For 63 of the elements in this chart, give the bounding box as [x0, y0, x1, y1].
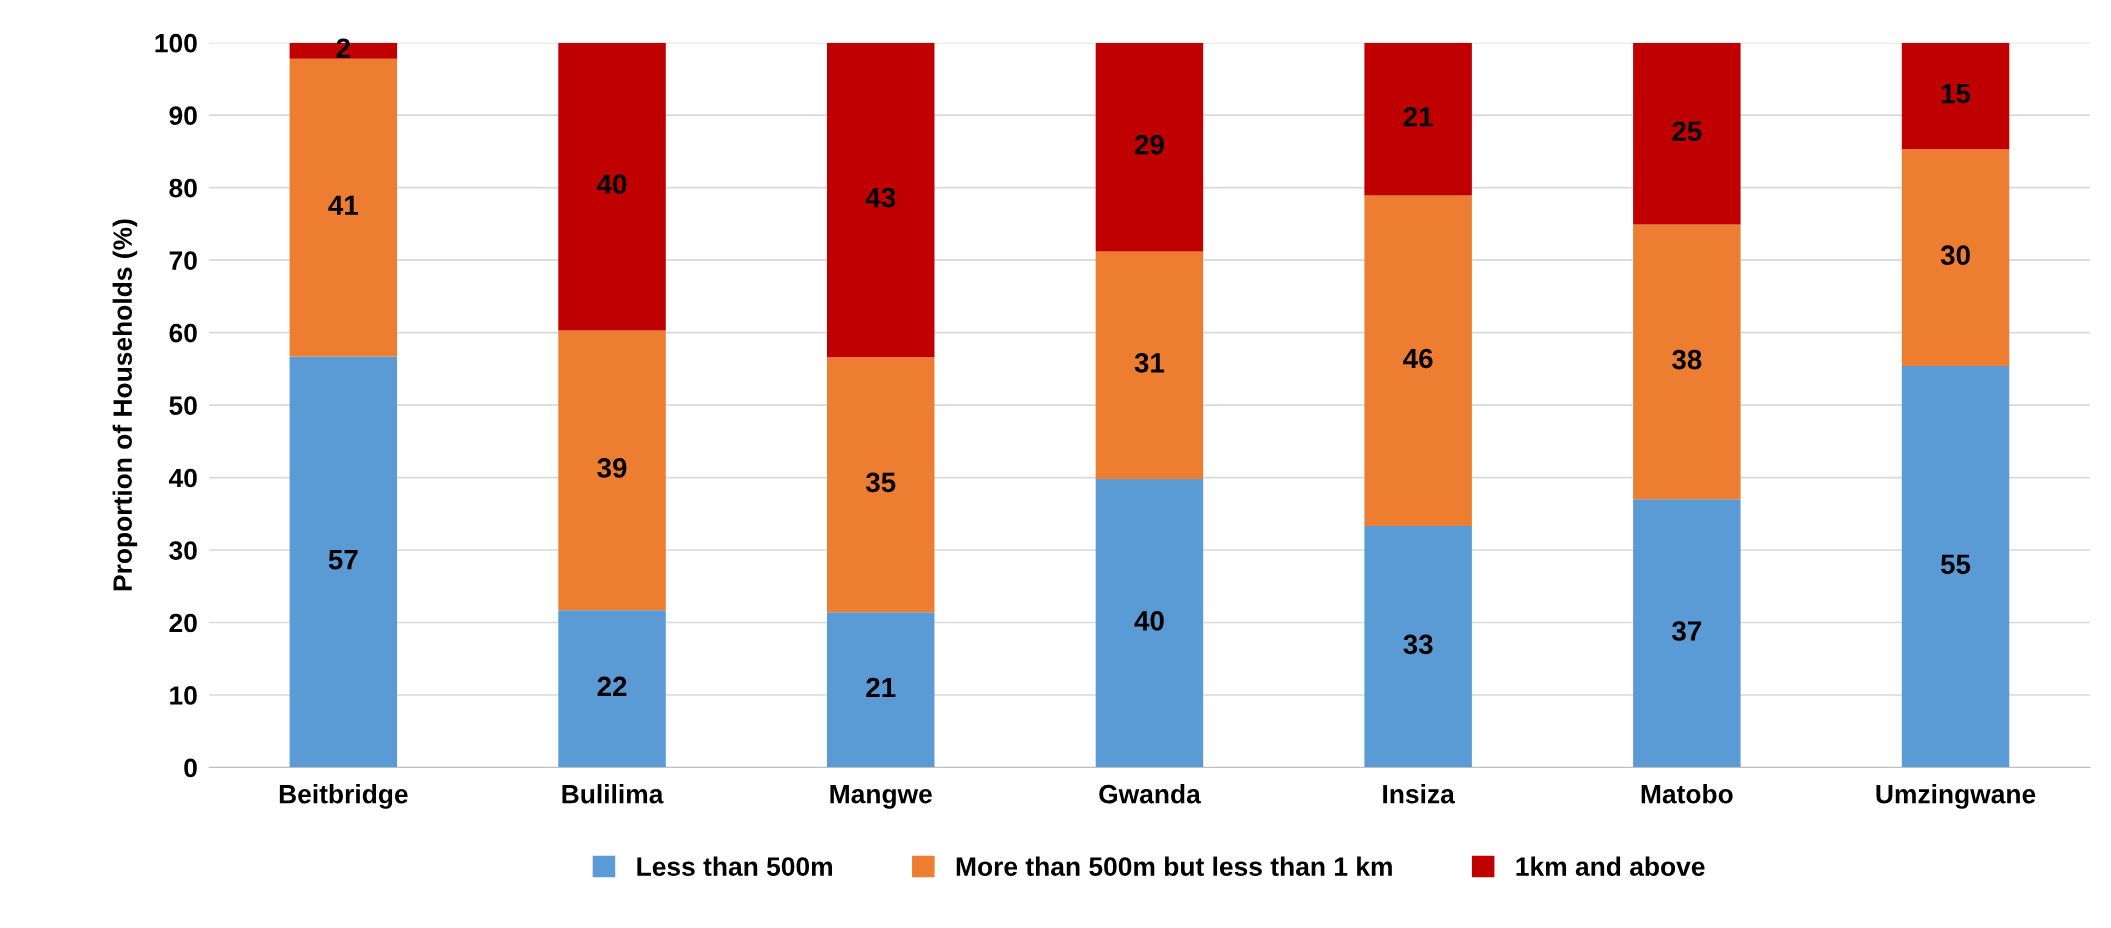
bar: [1095, 251, 1204, 479]
y-tick-label: 70: [169, 251, 197, 270]
bar: [558, 42, 666, 331]
data-label: 33: [1403, 634, 1433, 655]
y-tick-label: 30: [169, 541, 197, 560]
bar: [1633, 224, 1741, 500]
bar: [558, 330, 666, 611]
y-tick-label: 50: [169, 396, 197, 415]
y-tick-label: 40: [168, 468, 197, 488]
bar: [1633, 42, 1741, 225]
y-tick-label: 60: [169, 323, 197, 343]
data-label: 25: [1672, 121, 1702, 142]
data-label: 21: [1403, 106, 1433, 127]
data-label: 40: [1134, 611, 1164, 631]
bar: [827, 42, 935, 358]
y-tick-label: 90: [169, 106, 197, 125]
x-tick-label: Umzingwane: [1876, 784, 2036, 809]
data-label: 21: [866, 677, 896, 698]
bar: [1364, 526, 1472, 768]
bar: [1364, 42, 1472, 196]
y-tick-label: 0: [184, 758, 197, 778]
bar: [1095, 42, 1204, 252]
y-axis-title: Proportion of Households (%): [112, 219, 138, 591]
data-label: 35: [865, 472, 896, 493]
data-label: 46: [1403, 348, 1433, 369]
bar: [1901, 42, 2010, 150]
bar: [1901, 365, 2010, 768]
bar: [1901, 149, 2010, 366]
bar: [289, 356, 398, 768]
y-tick-label: 100: [155, 33, 197, 53]
data-label: 22: [597, 676, 627, 696]
legend-label: Less than 500m: [637, 856, 832, 876]
bar: [289, 58, 398, 357]
x-tick-label: Matobo: [1641, 784, 1733, 804]
data-label: 39: [597, 458, 627, 478]
data-label: 31: [1134, 353, 1165, 373]
bar: [1364, 195, 1472, 527]
legend-label: More than 500m but less than 1 km: [956, 856, 1392, 876]
bar: [827, 612, 935, 768]
x-tick-label: Mangwe: [830, 784, 932, 809]
data-label: 40: [597, 174, 627, 195]
x-tick-label: Bulilima: [562, 784, 664, 804]
data-label: 15: [1941, 84, 1971, 104]
y-tick-label: 80: [169, 178, 197, 198]
x-tick-label: Beitbridge: [279, 784, 408, 809]
x-tick-label: Gwanda: [1099, 784, 1201, 804]
x-tick-label: Insiza: [1383, 784, 1455, 804]
bar: [827, 357, 935, 613]
data-label: 57: [328, 550, 358, 570]
data-label: 29: [1134, 134, 1164, 155]
data-label: 38: [1672, 349, 1702, 370]
data-label: 43: [865, 187, 896, 208]
data-label: 30: [1940, 245, 1970, 266]
data-label: 2: [336, 38, 350, 58]
y-tick-label: 20: [169, 613, 197, 633]
y-tick-label: 10: [170, 686, 197, 705]
legend-label: 1km and above: [1516, 856, 1705, 876]
bar: [1095, 479, 1204, 768]
data-label: 41: [328, 195, 359, 215]
data-label: 55: [1940, 554, 1971, 575]
bar: [1633, 499, 1741, 768]
bar: [558, 610, 666, 768]
data-label: 37: [1672, 621, 1702, 641]
